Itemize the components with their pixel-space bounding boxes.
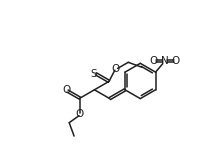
Text: N: N	[161, 56, 169, 66]
Text: S: S	[90, 69, 97, 79]
Text: O: O	[112, 64, 120, 74]
Text: O: O	[76, 109, 84, 119]
Text: O: O	[63, 85, 71, 95]
Text: O: O	[172, 56, 180, 66]
Text: O: O	[150, 56, 158, 66]
